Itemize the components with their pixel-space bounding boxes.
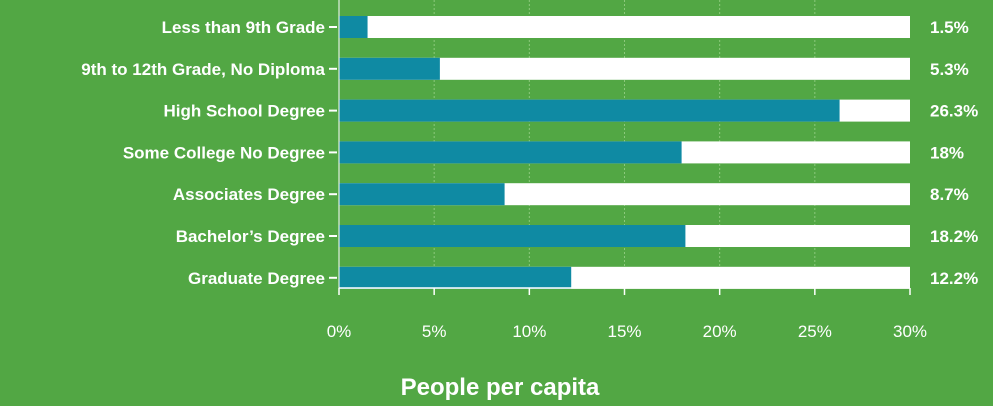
- x-tick-label: 25%: [798, 322, 832, 341]
- bar: [339, 16, 368, 38]
- x-tick-label: 30%: [893, 322, 927, 341]
- value-label: 5.3%: [930, 60, 969, 79]
- value-label: 26.3%: [930, 102, 978, 121]
- bar: [339, 225, 686, 247]
- x-tick-label: 15%: [607, 322, 641, 341]
- value-label: 12.2%: [930, 269, 978, 288]
- value-label: 1.5%: [930, 18, 969, 37]
- bars-layer: [339, 16, 910, 289]
- bar: [339, 141, 682, 164]
- bar: [339, 183, 505, 206]
- bar-track: [339, 16, 910, 38]
- category-label: Associates Degree: [173, 185, 325, 204]
- category-label: Less than 9th Grade: [162, 18, 325, 37]
- bar: [339, 57, 440, 80]
- x-tick-label: 10%: [512, 322, 546, 341]
- category-label: 9th to 12th Grade, No Diploma: [81, 60, 325, 79]
- x-axis: 0% 5% 10% 15% 20% 25% 30%: [327, 0, 927, 341]
- x-tick-label: 0%: [327, 322, 352, 341]
- value-label: 18%: [930, 143, 964, 162]
- x-tick-label: 5%: [422, 322, 447, 341]
- value-label: 8.7%: [930, 185, 969, 204]
- bar: [339, 99, 840, 122]
- labels-layer: Less than 9th Grade 1.5% 9th to 12th Grade…: [81, 18, 978, 288]
- bar: [339, 266, 572, 289]
- bar-track: [339, 57, 910, 80]
- category-label: High School Degree: [163, 102, 325, 121]
- category-label: Graduate Degree: [188, 269, 325, 288]
- category-label: Bachelor’s Degree: [176, 227, 325, 246]
- category-label: Some College No Degree: [123, 143, 325, 162]
- value-label: 18.2%: [930, 227, 978, 246]
- x-tick-label: 20%: [703, 322, 737, 341]
- x-axis-title: People per capita: [401, 374, 600, 401]
